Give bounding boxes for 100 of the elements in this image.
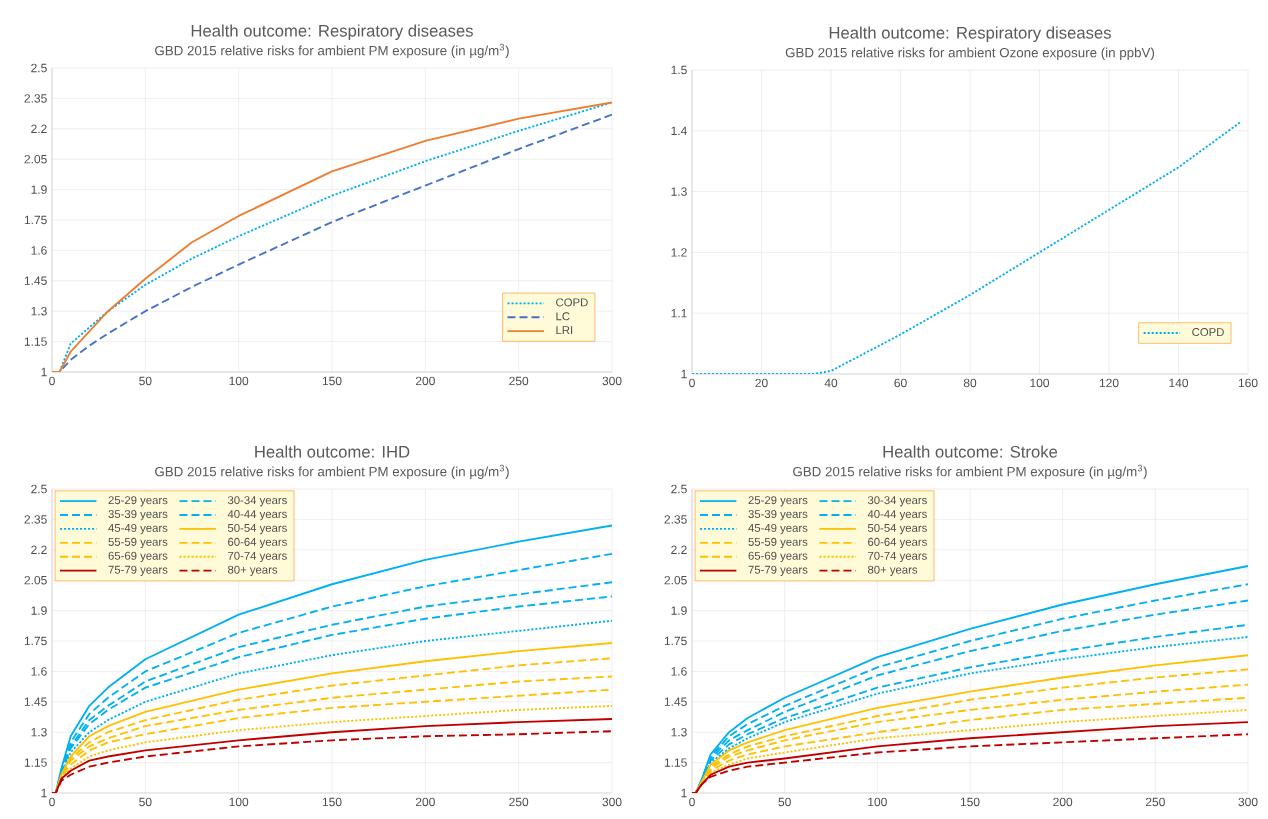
legend-label: 25-29 years xyxy=(748,496,808,507)
x-tick-label: 250 xyxy=(509,376,529,386)
x-tick-label: 300 xyxy=(602,797,622,807)
x-tick-label: 150 xyxy=(960,797,980,807)
legend-label: 35-39 years xyxy=(108,510,168,521)
y-tick-label: 2.35 xyxy=(664,515,687,524)
legend-label: COPD xyxy=(1192,328,1224,337)
x-tick-label: 120 xyxy=(1099,378,1119,388)
y-tick-label: 1.2 xyxy=(671,248,687,257)
x-tick-label: 80 xyxy=(963,378,977,388)
x-tick-label: 100 xyxy=(229,797,249,807)
legend-label: 55-59 years xyxy=(748,537,808,549)
x-tick-label: 200 xyxy=(415,376,435,386)
y-tick-label: 1.9 xyxy=(31,185,47,194)
x-tick-label: 0 xyxy=(689,797,695,807)
x-tick-label: 100 xyxy=(1030,378,1050,388)
y-tick-label: 2.35 xyxy=(24,515,47,524)
y-tick-label: 2.05 xyxy=(24,575,47,585)
legend-label: LC xyxy=(556,312,570,321)
y-tick-label: 1 xyxy=(681,369,687,379)
legend-label: 60-64 years xyxy=(868,537,927,549)
y-tick-label: 1.9 xyxy=(31,606,47,615)
y-tick-label: 1.45 xyxy=(664,697,687,706)
x-tick-label: 140 xyxy=(1169,378,1189,388)
y-tick-label: 1.15 xyxy=(24,337,47,346)
x-tick-label: 150 xyxy=(322,797,342,807)
legend-label: 75-79 years xyxy=(108,565,168,576)
y-tick-label: 2.5 xyxy=(671,484,687,494)
y-tick-label: 1.75 xyxy=(24,636,47,646)
x-tick-label: 300 xyxy=(602,376,622,386)
legend-label: 45-49 years xyxy=(108,523,168,535)
x-tick-label: 0 xyxy=(689,378,695,388)
x-tick-label: 0 xyxy=(49,376,55,386)
y-tick-label: 1.4 xyxy=(671,126,687,135)
legend-label: 65-69 years xyxy=(748,551,808,563)
y-tick-label: 2.05 xyxy=(664,575,687,585)
legend-label: 40-44 years xyxy=(867,510,927,521)
legend-label: 60-64 years xyxy=(228,537,287,549)
legend-label: 50-54 years xyxy=(867,523,927,535)
y-tick-label: 1.6 xyxy=(31,246,47,255)
x-tick-label: 200 xyxy=(415,797,435,807)
chart-subtitle: GBD 2015 relative risks for ambient PM exposure (in µg/m$^{3}$) xyxy=(155,464,509,479)
x-tick-label: 200 xyxy=(1053,797,1073,807)
x-tick-label: 250 xyxy=(509,797,529,807)
chart-subtitle: GBD 2015 relative risks for ambient PM exposure (in µg/m$^{3}$) xyxy=(793,464,1147,479)
legend-label: 65-69 years xyxy=(108,551,168,563)
legend-label: 80+ years xyxy=(867,565,918,576)
x-tick-label: 40 xyxy=(824,378,838,388)
legend-label: 80+ years xyxy=(227,565,278,576)
chart-subtitle: GBD 2015 relative risks for ambient PM exposure (in µg/m$^{3}$) xyxy=(155,43,509,58)
legend-label: COPD xyxy=(556,298,588,307)
legend-label: LRI xyxy=(556,326,573,334)
y-tick-label: 1 xyxy=(41,367,47,377)
legend-label: 75-79 years xyxy=(748,565,808,576)
y-tick-label: 1.3 xyxy=(31,306,47,316)
chart-title: Health outcome: Respiratory diseases xyxy=(191,24,473,40)
legend-label: 40-44 years xyxy=(227,510,287,521)
y-tick-label: 2.05 xyxy=(24,154,47,164)
y-tick-label: 1.6 xyxy=(31,667,47,676)
y-tick-label: 1.15 xyxy=(24,758,47,767)
chart-title: Health outcome: IHD xyxy=(255,445,410,458)
y-tick-label: 1 xyxy=(681,788,687,798)
y-tick-label: 2.2 xyxy=(31,124,47,133)
y-tick-label: 1.45 xyxy=(24,276,47,285)
y-tick-label: 1.75 xyxy=(24,215,47,225)
legend-label: 50-54 years xyxy=(227,523,287,535)
x-tick-label: 60 xyxy=(894,378,907,388)
x-tick-label: 50 xyxy=(778,797,791,807)
legend-label: 70-74 years xyxy=(868,551,927,563)
y-tick-label: 1.3 xyxy=(671,187,687,196)
legend-label: 55-59 years xyxy=(108,537,168,549)
chart-title: Health outcome: Stroke xyxy=(883,445,1058,458)
y-tick-label: 1.45 xyxy=(24,697,47,706)
chart-subtitle: GBD 2015 relative risks for ambient Ozone exposure (in ppbV) xyxy=(785,47,1155,60)
y-tick-label: 1 xyxy=(41,788,47,798)
y-tick-label: 1.3 xyxy=(31,727,47,737)
y-tick-label: 1.1 xyxy=(671,309,687,318)
x-tick-label: 150 xyxy=(322,376,342,386)
legend-label: 35-39 years xyxy=(748,510,808,521)
x-tick-label: 20 xyxy=(755,378,768,388)
x-tick-label: 50 xyxy=(139,376,152,386)
x-tick-label: 100 xyxy=(868,797,887,807)
x-tick-label: 50 xyxy=(139,797,152,807)
legend-label: 30-34 years xyxy=(867,496,927,507)
y-tick-label: 1.3 xyxy=(671,727,687,737)
x-tick-label: 0 xyxy=(49,797,55,807)
y-tick-label: 1.6 xyxy=(671,667,687,676)
x-tick-label: 100 xyxy=(229,376,249,386)
y-tick-label: 1.5 xyxy=(671,65,687,75)
y-tick-label: 1.9 xyxy=(671,606,687,615)
x-tick-label: 300 xyxy=(1238,797,1258,807)
chart-title: Health outcome: Respiratory diseases xyxy=(829,26,1111,42)
y-tick-label: 2.35 xyxy=(24,94,47,103)
legend-label: 70-74 years xyxy=(228,551,287,563)
y-tick-label: 2.2 xyxy=(671,545,687,554)
y-tick-label: 1.15 xyxy=(664,758,687,767)
y-tick-label: 2.5 xyxy=(31,63,47,73)
y-tick-label: 2.5 xyxy=(31,484,47,494)
x-tick-label: 250 xyxy=(1145,797,1165,807)
legend-label: 25-29 years xyxy=(108,496,168,507)
